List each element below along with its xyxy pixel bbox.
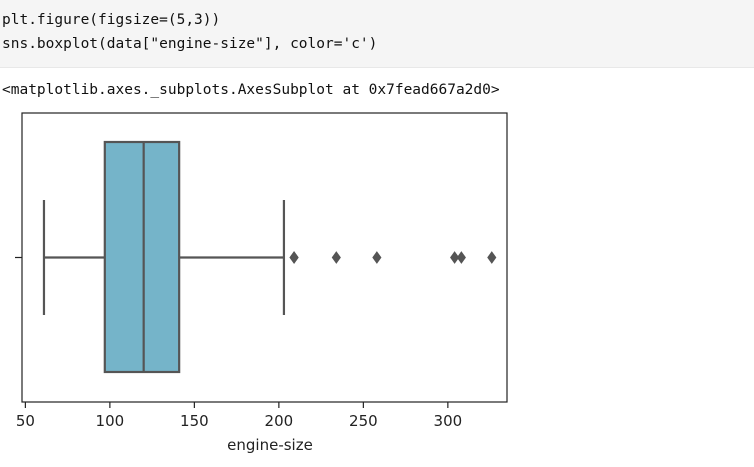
- x-tick-label: 50: [16, 412, 35, 430]
- x-tick-label: 300: [434, 412, 463, 430]
- outlier-point: [456, 251, 466, 264]
- outlier-point: [289, 251, 299, 264]
- x-axis-label: engine-size: [227, 436, 313, 454]
- x-tick-label: 150: [180, 412, 209, 430]
- outlier-point: [372, 251, 382, 264]
- outlier-point: [487, 251, 497, 264]
- x-tick-label: 100: [96, 412, 125, 430]
- x-tick-label: 250: [349, 412, 378, 430]
- code-line-1: plt.figure(figsize=(5,3)): [2, 12, 221, 28]
- boxplot-chart: 50 100 150 200 250 300 engine-size: [15, 112, 508, 454]
- boxplot-figure: 50 100 150 200 250 300 engine-size: [0, 104, 560, 463]
- outlier-point: [450, 251, 460, 264]
- iqr-box: [103, 140, 181, 374]
- code-cell[interactable]: plt.figure(figsize=(5,3)) sns.boxplot(da…: [0, 0, 754, 68]
- outlier-point: [331, 251, 341, 264]
- x-tick-label: 200: [265, 412, 294, 430]
- output-repr-text: <matplotlib.axes._subplots.AxesSubplot a…: [2, 82, 500, 98]
- code-line-2: sns.boxplot(data["engine-size"], color='…: [2, 36, 378, 52]
